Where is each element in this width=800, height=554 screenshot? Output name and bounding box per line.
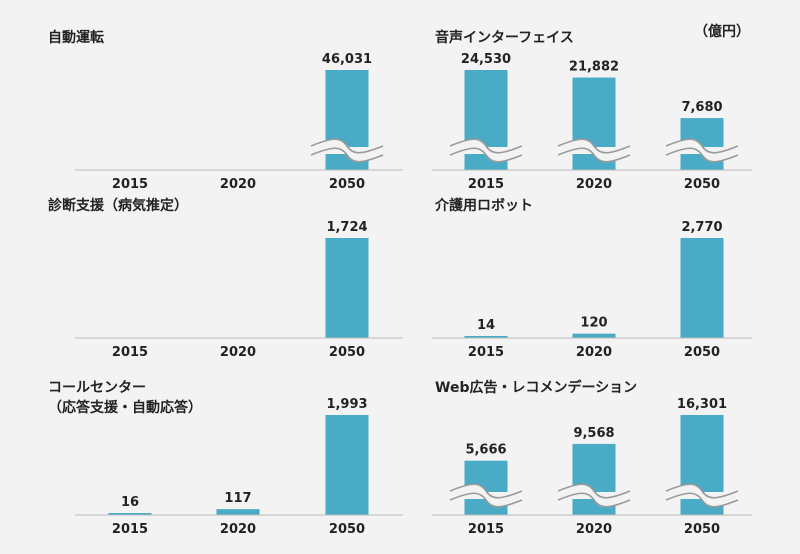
data-label: 120 <box>580 316 607 331</box>
x-tick-label: 2050 <box>329 345 365 360</box>
axis-break-gap <box>450 147 522 154</box>
axis-break-line <box>665 147 739 163</box>
x-tick-label: 2015 <box>112 345 148 360</box>
chart-panel: コールセンター （応答支援・自動応答） 16 117 1,993 2015 2020 2050 <box>48 380 403 537</box>
axis-break-gap <box>666 147 738 154</box>
axis-break-line <box>449 147 523 163</box>
axis-break-gap <box>666 492 738 499</box>
axis-break-line <box>449 492 523 508</box>
axis-break-line <box>557 483 631 499</box>
axis-break-line <box>557 138 631 154</box>
chart-title: 診断支援（病気推定） <box>48 197 188 214</box>
data-label: 117 <box>224 491 251 506</box>
axis-break-gap <box>450 492 522 499</box>
data-label: 16,301 <box>677 397 727 412</box>
bar <box>680 238 724 338</box>
x-tick-label: 2050 <box>684 522 720 537</box>
x-tick-label: 2050 <box>684 345 720 360</box>
chart-panel: 診断支援（病気推定） 1,724 2015 2020 2050 <box>48 197 403 360</box>
axis-break-line <box>310 138 384 154</box>
chart-title: Web広告・レコメンデーション <box>435 379 637 396</box>
x-tick-label: 2015 <box>112 177 148 192</box>
chart-panel: 介護用ロボット 14 120 2,770 2015 2020 2050 <box>432 197 752 360</box>
bar <box>216 509 260 515</box>
data-label: 9,568 <box>573 426 614 441</box>
x-tick-label: 2015 <box>468 522 504 537</box>
bar <box>108 513 152 515</box>
chart-title: （応答支援・自動応答） <box>48 399 202 416</box>
axis-break-gap <box>558 147 630 154</box>
chart-panel: 音声インターフェイス 24,530 21,882 7,680 2015 2020 2050 <box>432 29 752 192</box>
data-label: 2,770 <box>681 220 722 235</box>
axis-break-line <box>449 483 523 499</box>
x-tick-label: 2020 <box>576 345 612 360</box>
chart-panel: 自動運転 46,031 2015 2020 2050 <box>48 29 403 192</box>
x-tick-label: 2020 <box>576 522 612 537</box>
axis-break-line <box>665 483 739 499</box>
x-tick-label: 2015 <box>468 345 504 360</box>
chart-title: 介護用ロボット <box>434 197 533 214</box>
data-label: 24,530 <box>461 52 511 67</box>
axis-break-line <box>665 492 739 508</box>
data-label: 46,031 <box>322 52 372 67</box>
data-label: 16 <box>121 495 139 510</box>
data-label: 21,882 <box>569 60 619 75</box>
bar <box>572 333 616 338</box>
axis-break-line <box>449 138 523 154</box>
axis-break-line <box>557 147 631 163</box>
chart-title: 音声インターフェイス <box>435 29 574 46</box>
x-tick-label: 2050 <box>684 177 720 192</box>
x-tick-label: 2050 <box>329 177 365 192</box>
x-tick-label: 2050 <box>329 522 365 537</box>
x-tick-label: 2020 <box>576 177 612 192</box>
axis-break-line <box>557 492 631 508</box>
data-label: 1,724 <box>326 220 367 235</box>
axis-break-line <box>665 138 739 154</box>
data-label: 14 <box>477 318 495 333</box>
axis-break-gap <box>311 147 383 154</box>
x-tick-label: 2020 <box>220 345 256 360</box>
x-tick-label: 2020 <box>220 177 256 192</box>
data-label: 7,680 <box>681 100 722 115</box>
axis-break-gap <box>558 492 630 499</box>
unit-label: （億円） <box>694 24 750 40</box>
bar <box>325 238 369 338</box>
axis-break-line <box>310 147 384 163</box>
x-tick-label: 2015 <box>468 177 504 192</box>
x-tick-label: 2015 <box>112 522 148 537</box>
bar <box>325 415 369 515</box>
data-label: 1,993 <box>326 397 367 412</box>
chart-title: 自動運転 <box>48 29 104 46</box>
x-tick-label: 2020 <box>220 522 256 537</box>
chart-title: コールセンター <box>48 380 146 396</box>
bar <box>464 336 508 338</box>
chart-panel: Web広告・レコメンデーション 5,666 9,568 16,301 2015 2020 2… <box>432 379 752 537</box>
data-label: 5,666 <box>465 443 506 458</box>
